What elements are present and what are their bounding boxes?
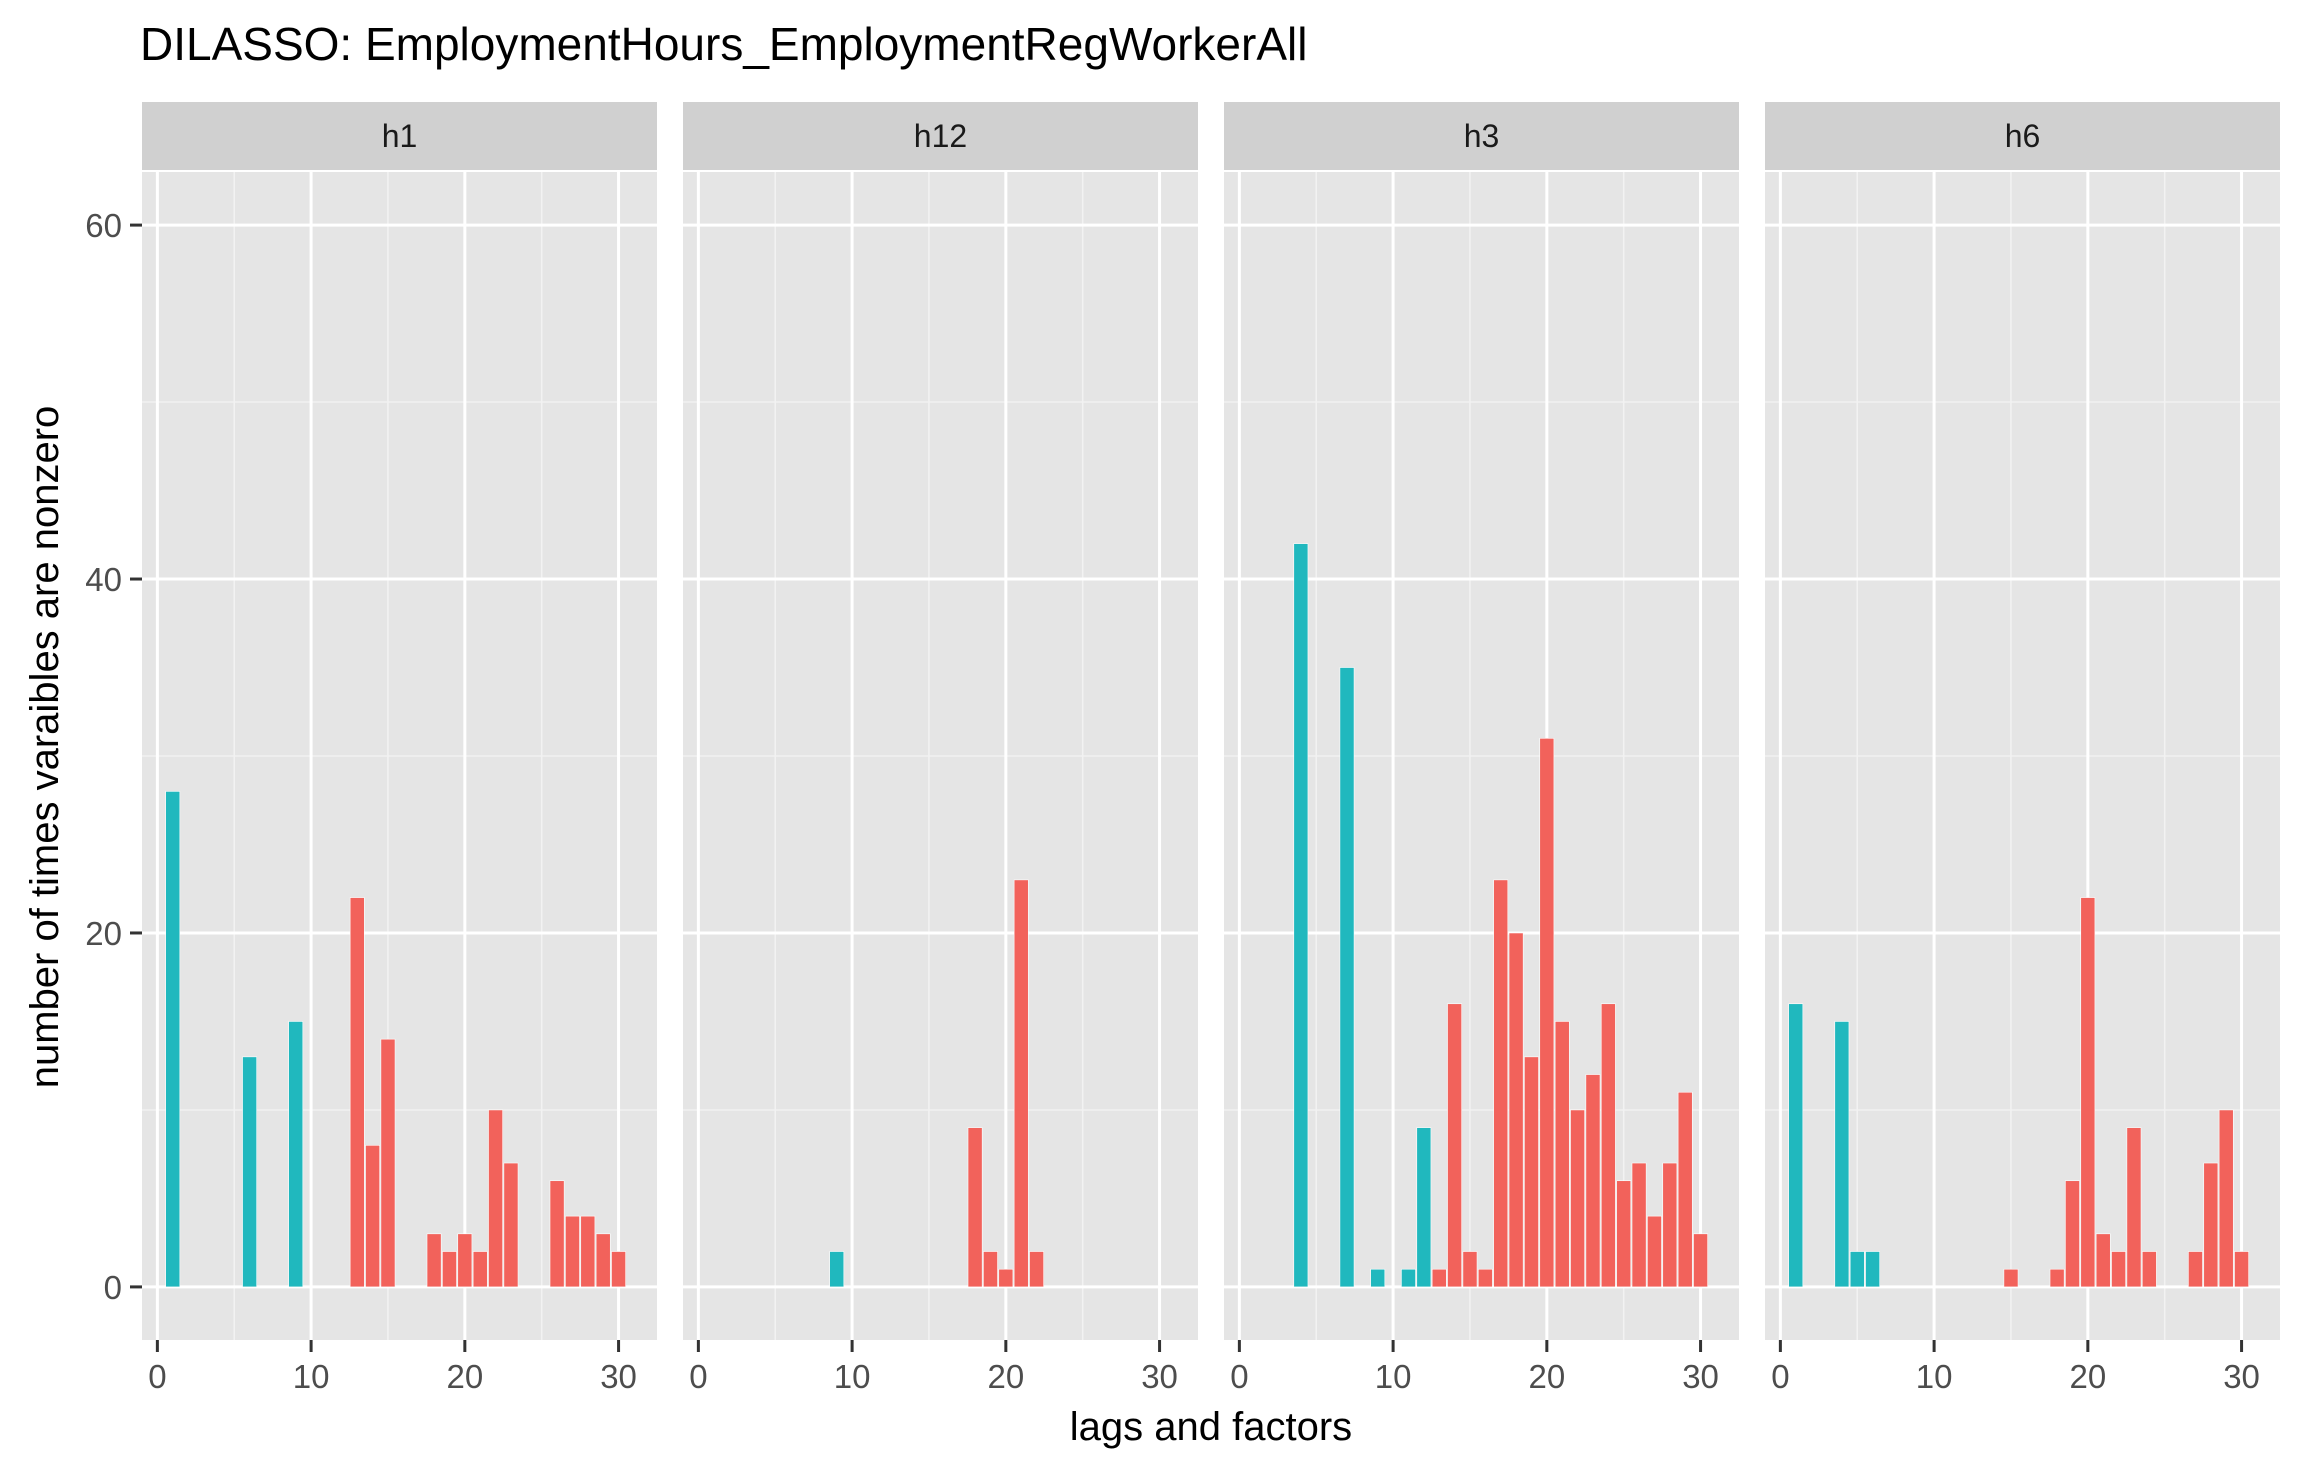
facet-panels: 0 20 40 60 h1 0 10 20 30 h12 0 10 20 30 h3 0 10 20 30 h6 0 10… [85, 102, 2280, 1395]
bar-h3-x18 [1508, 932, 1524, 1288]
facet-strip-label: h3 [1464, 118, 1500, 154]
x-tick-label: 30 [2223, 1358, 2260, 1395]
bar-h6-x21 [2095, 1233, 2111, 1288]
bar-h6-x4 [1834, 1021, 1850, 1288]
bar-h12-x18 [967, 1127, 983, 1288]
bar-h3-x30 [1693, 1233, 1708, 1288]
facet-strip-label: h12 [914, 118, 967, 154]
bar-h12-x22 [1029, 1251, 1044, 1288]
x-tick-label: 0 [689, 1358, 707, 1395]
bar-h3-x12 [1416, 1127, 1432, 1288]
x-tick-label: 10 [1916, 1358, 1953, 1395]
facet-panel-h3: h3 0 10 20 30 [1224, 102, 1739, 1395]
facet-panel-h6: h6 0 10 20 30 [1765, 102, 2280, 1395]
bar-h3-x20 [1539, 738, 1555, 1288]
facet-strip [1224, 102, 1739, 170]
bar-h1-x15 [380, 1038, 396, 1288]
bar-h6-x18 [2049, 1268, 2065, 1288]
x-tick-label: 30 [600, 1358, 637, 1395]
facet-strip [683, 102, 1198, 170]
bar-h3-x13 [1431, 1268, 1447, 1288]
bar-h1-x22 [488, 1109, 503, 1288]
x-tick-label: 0 [1771, 1358, 1789, 1395]
bar-h6-x30 [2234, 1251, 2249, 1288]
bar-h6-x28 [2203, 1162, 2219, 1288]
bar-h12-x20 [998, 1268, 1014, 1288]
bar-h12-x9 [829, 1251, 845, 1288]
bar-h1-x6 [242, 1056, 257, 1288]
bar-h3-x17 [1493, 879, 1509, 1288]
facet-strip-label: h1 [382, 118, 418, 154]
x-axis-label: lags and factors [1070, 1405, 1352, 1449]
bar-h3-x21 [1554, 1021, 1570, 1288]
bar-h3-x24 [1600, 1003, 1616, 1288]
bar-h1-x20 [457, 1233, 473, 1288]
bar-h1-x23 [503, 1162, 519, 1288]
y-tick-label: 20 [85, 915, 122, 952]
bar-h12-x19 [983, 1251, 998, 1288]
bar-h6-x20 [2080, 897, 2096, 1288]
bar-h3-x16 [1477, 1268, 1493, 1288]
x-tick-label: 10 [1375, 1358, 1412, 1395]
x-tick-label: 20 [2069, 1358, 2106, 1395]
bar-h1-x28 [580, 1215, 596, 1288]
bar-h1-x14 [365, 1145, 380, 1288]
y-tick-label: 40 [85, 561, 122, 598]
bar-h1-x27 [565, 1215, 580, 1288]
bar-h12-x21 [1013, 879, 1029, 1288]
bar-h1-x29 [595, 1233, 611, 1288]
bar-h3-x28 [1662, 1162, 1678, 1288]
x-tick-label: 20 [446, 1358, 483, 1395]
bar-h6-x29 [2218, 1109, 2234, 1288]
bar-h1-x13 [349, 897, 365, 1288]
bar-h1-x30 [611, 1251, 626, 1288]
bar-h3-x25 [1616, 1180, 1632, 1288]
x-tick-label: 20 [1528, 1358, 1565, 1395]
facet-strip [1765, 102, 2280, 170]
bar-h1-x1 [165, 791, 181, 1288]
bar-h3-x4 [1293, 543, 1309, 1288]
x-tick-label: 30 [1141, 1358, 1178, 1395]
bar-h3-x15 [1462, 1251, 1478, 1288]
x-tick-label: 10 [834, 1358, 871, 1395]
facet-strip [142, 102, 657, 170]
y-axis-label: number of times varaibles are nonzero [23, 406, 67, 1089]
bar-h3-x26 [1631, 1162, 1647, 1288]
bar-h3-x14 [1447, 1003, 1462, 1288]
bar-h6-x27 [2188, 1251, 2203, 1288]
bar-h3-x19 [1524, 1056, 1539, 1288]
bar-h6-x15 [2003, 1268, 2019, 1288]
x-tick-label: 0 [148, 1358, 166, 1395]
bar-h1-x9 [288, 1021, 304, 1288]
bar-h3-x27 [1647, 1215, 1662, 1288]
x-tick-label: 0 [1230, 1358, 1248, 1395]
x-tick-label: 30 [1682, 1358, 1719, 1395]
bar-h1-x18 [426, 1233, 442, 1288]
y-tick-label: 60 [85, 207, 122, 244]
bar-h3-x7 [1339, 667, 1355, 1288]
facet-panel-h12: h12 0 10 20 30 [683, 102, 1198, 1395]
chart-title: DILASSO: EmploymentHours_EmploymentRegWo… [140, 18, 1307, 70]
x-tick-label: 20 [987, 1358, 1024, 1395]
bar-h6-x24 [2141, 1251, 2157, 1288]
bar-h6-x5 [1849, 1251, 1865, 1288]
bar-h6-x23 [2126, 1127, 2142, 1288]
facet-panel-h1: h1 0 10 20 30 [142, 102, 657, 1395]
bar-h3-x11 [1401, 1268, 1416, 1288]
bar-h6-x22 [2111, 1251, 2126, 1288]
bar-h6-x6 [1865, 1251, 1880, 1288]
x-tick-label: 10 [293, 1358, 330, 1395]
bar-h3-x9 [1370, 1268, 1386, 1288]
bar-h3-x22 [1570, 1109, 1585, 1288]
bar-h1-x26 [549, 1180, 565, 1288]
facet-strip-label: h6 [2005, 118, 2041, 154]
bar-h3-x29 [1677, 1091, 1693, 1288]
bar-h1-x19 [442, 1251, 457, 1288]
y-tick-label: 0 [104, 1269, 122, 1306]
bar-h3-x23 [1585, 1074, 1601, 1288]
bar-h1-x21 [472, 1251, 488, 1288]
bar-h6-x1 [1788, 1003, 1804, 1288]
bar-h6-x19 [2065, 1180, 2080, 1288]
